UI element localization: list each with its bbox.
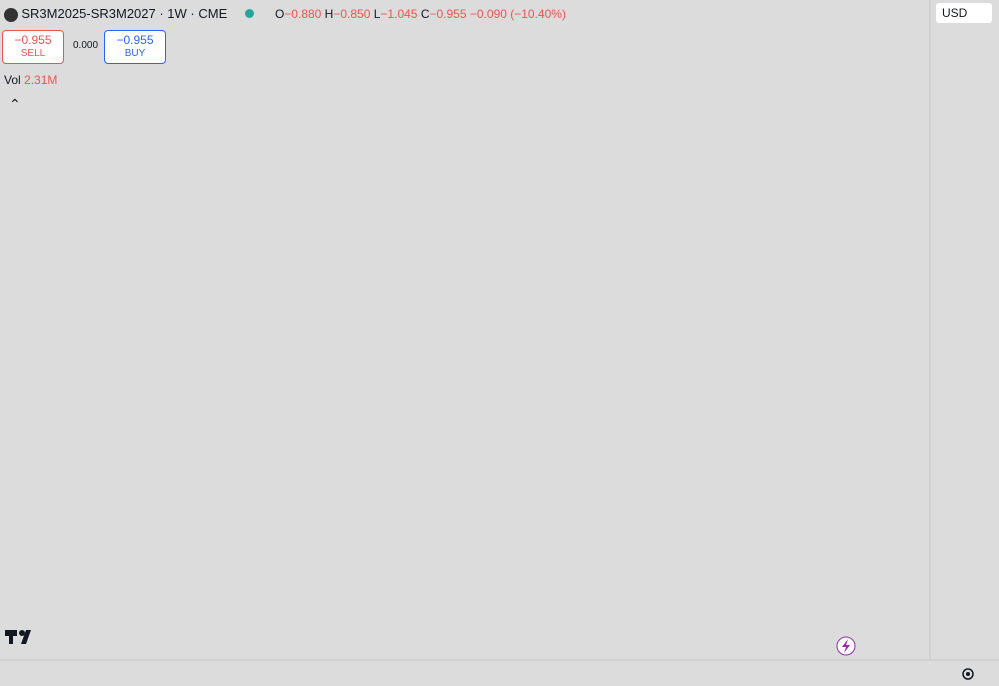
sell-label: SELL <box>20 48 46 59</box>
buy-label: BUY <box>124 48 146 59</box>
buy-button[interactable]: −0.955 BUY <box>104 30 166 64</box>
ohlc-c-value: −0.955 <box>429 7 467 21</box>
tv-logo <box>5 630 31 644</box>
change: −0.090 (−10.40%) <box>469 7 566 21</box>
volume-value: 2.31M <box>24 73 58 87</box>
ohlc-o: O <box>274 7 285 21</box>
sell-button[interactable]: −0.955 SELL <box>2 30 64 64</box>
ohlc-l: L <box>373 7 381 21</box>
sell-price: −0.955 <box>14 33 52 47</box>
spread: 0.000 <box>73 40 99 51</box>
settings-button[interactable] <box>962 668 974 680</box>
ohlc-o-value: −0.880 <box>284 7 322 21</box>
symbol-row: SR3M2025-SR3M2027 · 1W · CME O−0.880 H−0… <box>4 6 566 22</box>
symbol-icon <box>4 7 18 22</box>
currency[interactable]: USD <box>936 3 992 23</box>
lightning-button[interactable] <box>836 636 856 656</box>
ohlc-c: C <box>420 7 430 21</box>
volume-legend: Vol 2.31M <box>4 73 57 87</box>
ohlc-h: H <box>324 7 334 21</box>
ohlc-l-value: −1.045 <box>380 7 418 21</box>
buy-price: −0.955 <box>116 33 154 47</box>
ohlc-h-value: −0.850 <box>333 7 371 21</box>
status-dot <box>244 9 254 18</box>
collapse-button[interactable]: ⌃ <box>9 96 21 112</box>
volume-title: Vol <box>4 73 21 87</box>
symbol[interactable]: SR3M2025-SR3M2027 · 1W · CME <box>21 6 228 21</box>
